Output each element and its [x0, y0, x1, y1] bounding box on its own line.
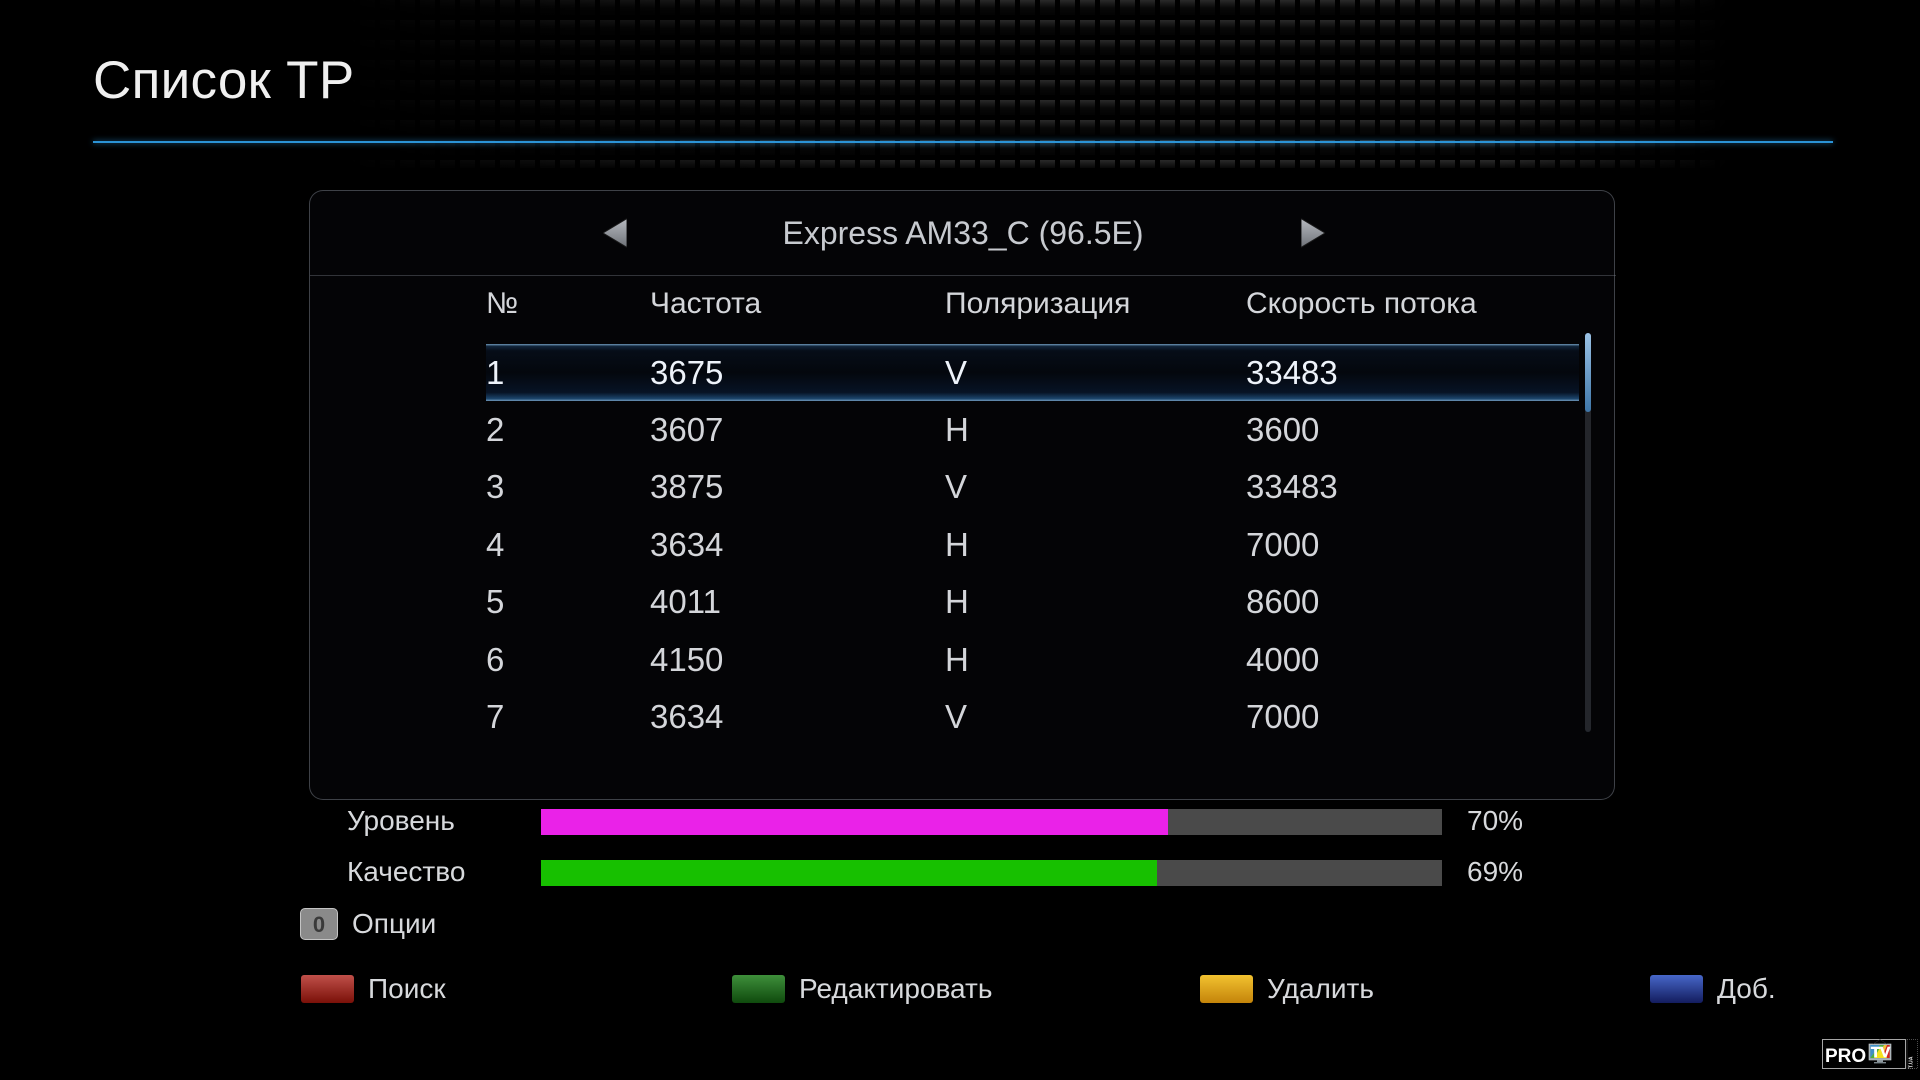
svg-text:NET.UA: NET.UA — [1908, 1056, 1914, 1069]
svg-text:TV: TV — [1871, 1044, 1890, 1061]
svg-text:PRO: PRO — [1825, 1046, 1866, 1067]
